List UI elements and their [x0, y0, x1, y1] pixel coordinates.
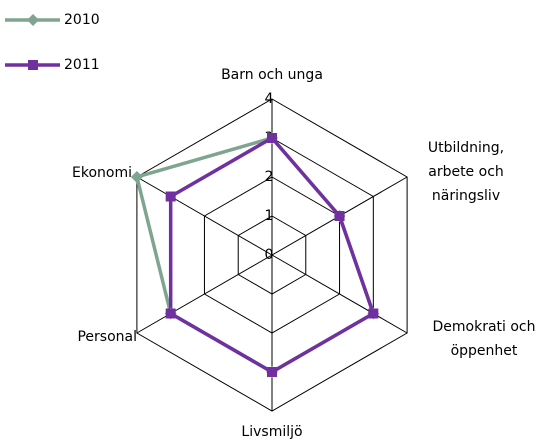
axis-spoke	[136, 176, 273, 256]
marker	[267, 133, 277, 143]
axis-spoke	[271, 254, 408, 334]
marker	[130, 171, 143, 183]
marker	[334, 211, 345, 221]
marker	[27, 14, 39, 26]
category-label: Demokrati och öppenhet	[432, 319, 535, 359]
category-label: Ekonomi	[72, 165, 132, 181]
marker	[165, 308, 176, 319]
legend-label: 2011	[64, 57, 100, 73]
category-label: Utbildning, arbete och näringsliv	[428, 140, 504, 204]
marker	[165, 191, 176, 202]
marker	[368, 308, 379, 319]
legend-label: 2010	[64, 12, 100, 28]
axis-spoke	[136, 254, 273, 334]
category-label: Personal	[77, 329, 137, 345]
r-tick-label: 4	[265, 91, 274, 107]
marker	[267, 367, 277, 377]
r-tick-label: 2	[265, 169, 274, 185]
marker	[28, 60, 38, 70]
category-label: Barn och unga	[221, 67, 323, 83]
r-tick-label: 1	[265, 208, 274, 224]
category-label: Livsmiljö	[241, 424, 302, 440]
r-tick-label: 0	[265, 247, 274, 263]
